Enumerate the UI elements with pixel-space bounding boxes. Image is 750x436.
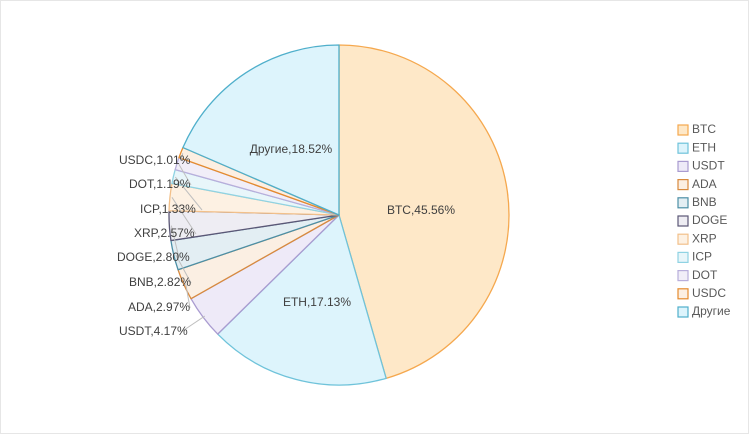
data-label-other: Другие,18.52%: [250, 142, 333, 156]
data-label-ada: ADA,2.97%: [128, 300, 190, 314]
legend-label-ada: ADA: [692, 177, 717, 191]
leader-line-doge: [170, 225, 180, 259]
legend-swatch-bnb: [677, 197, 689, 209]
leader-line-xrp: [171, 197, 197, 235]
legend-label-other: Другие: [692, 304, 731, 318]
pie-slices: [168, 44, 510, 386]
data-label-icp: ICP,1.33%: [140, 202, 196, 216]
leader-line-ada: [185, 283, 191, 309]
legend-swatch-ada: [677, 179, 689, 191]
legend-label-eth: ETH: [692, 140, 716, 154]
data-label-usdc: USDC,1.01%: [119, 153, 191, 167]
legend-swatch-btc: [677, 124, 689, 136]
legend-label-bnb: BNB: [692, 195, 717, 209]
legend-label-usdc: USDC: [692, 286, 726, 300]
legend-swatch-usdc: [677, 288, 689, 300]
data-label-dot: DOT,1.19%: [129, 177, 191, 191]
legend: BTC ETH USDT ADA BNB DOGE XRP ICP DOT USDC Другие: [677, 122, 731, 318]
data-labels: BTC,45.56% ETH,17.13% USDT,4.17% ADA,2.97% B…: [117, 142, 455, 338]
leader-lines: [170, 153, 206, 333]
data-label-doge: DOGE,2.80%: [117, 250, 190, 264]
leader-line-bnb: [175, 254, 192, 284]
legend-swatch-eth: [677, 142, 689, 154]
legend-label-dot: DOT: [692, 268, 718, 282]
legend-label-xrp: XRP: [692, 231, 717, 245]
legend-label-usdt: USDT: [692, 159, 725, 173]
leader-line-icp: [174, 176, 203, 211]
data-label-usdt: USDT,4.17%: [119, 324, 188, 338]
leader-line-usdc: [180, 153, 184, 162]
data-label-bnb: BNB,2.82%: [129, 275, 191, 289]
leader-line-dot: [178, 163, 192, 186]
legend-label-btc: BTC: [692, 122, 716, 136]
data-label-xrp: XRP,2.57%: [134, 226, 195, 240]
data-label-eth: ETH,17.13%: [283, 295, 351, 309]
leader-line-usdt: [180, 315, 206, 333]
legend-swatch-xrp: [677, 233, 689, 245]
legend-swatch-other: [677, 306, 689, 318]
pie-slice-btc: [338, 44, 510, 379]
data-label-btc: BTC,45.56%: [387, 203, 455, 217]
pie-slice-other: [182, 44, 340, 216]
legend-swatch-dot: [677, 270, 689, 282]
legend-swatch-icp: [677, 251, 689, 263]
pie-slice-eth: [217, 214, 387, 386]
legend-label-icp: ICP: [692, 250, 712, 264]
legend-swatch-usdt: [677, 160, 689, 172]
legend-label-doge: DOGE: [692, 213, 727, 227]
legend-swatch-doge: [677, 215, 689, 227]
